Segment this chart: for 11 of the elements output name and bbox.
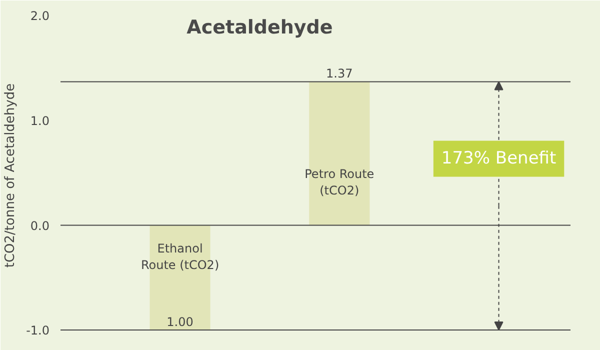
data-label: 1.37 bbox=[326, 66, 353, 81]
x-tick-label: Petro Route (tCO2) bbox=[304, 166, 374, 198]
y-tick-label: 1.0 bbox=[30, 114, 50, 128]
data-label: 1.00 bbox=[166, 315, 194, 330]
y-axis-title: tCO2/tonne of Acetaldehyde bbox=[3, 83, 18, 268]
y-tick-label: 2.0 bbox=[30, 9, 50, 24]
annotation: 173% Benefit bbox=[441, 148, 556, 169]
y-tick-label: -1.0 bbox=[26, 324, 50, 338]
x-tick-label: Ethanol Route (tCO2) bbox=[140, 241, 220, 272]
chart-title: Acetaldehyde bbox=[186, 16, 333, 38]
y-tick-label: 0.0 bbox=[30, 218, 50, 233]
